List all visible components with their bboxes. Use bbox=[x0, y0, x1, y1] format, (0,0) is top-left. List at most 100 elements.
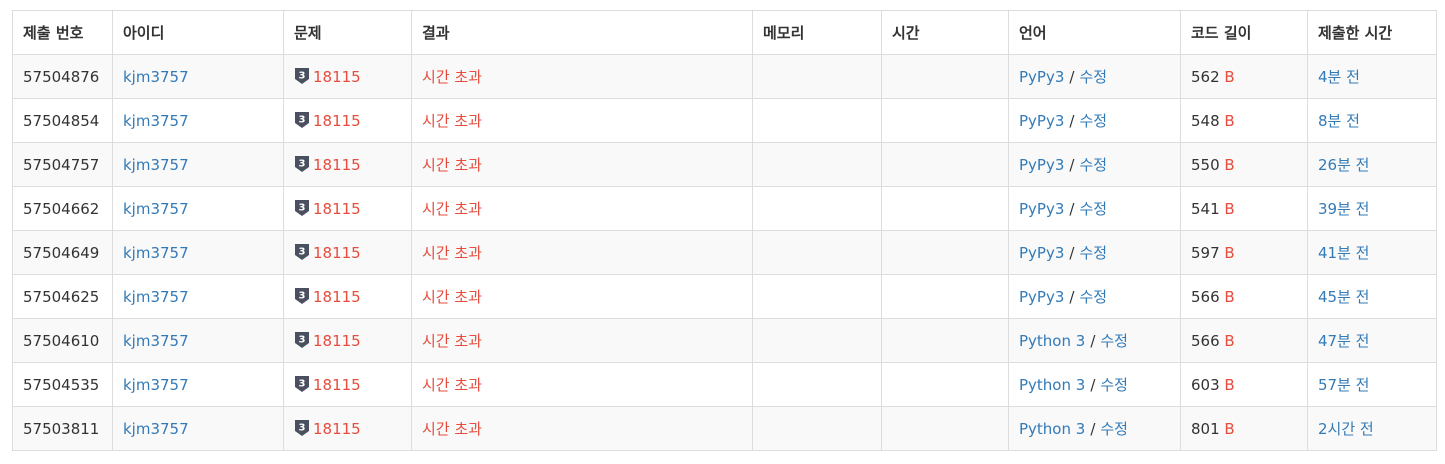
problem-link[interactable]: 18115 bbox=[313, 112, 361, 130]
edit-link[interactable]: 수정 bbox=[1079, 288, 1108, 306]
submitted-time-cell: 4분 전 bbox=[1307, 54, 1437, 99]
edit-link[interactable]: 수정 bbox=[1100, 420, 1128, 438]
edit-link[interactable]: 수정 bbox=[1079, 200, 1108, 218]
result-text: 시간 초과 bbox=[422, 112, 482, 130]
result-text: 시간 초과 bbox=[422, 200, 482, 218]
tier-3-badge-icon: 3 bbox=[294, 199, 310, 217]
language-link[interactable]: PyPy3 bbox=[1019, 68, 1065, 86]
submission-id: 57504854 bbox=[23, 111, 100, 130]
submission-id-cell: 57504876 bbox=[12, 54, 113, 99]
user-link[interactable]: kjm3757 bbox=[123, 287, 189, 306]
problem-link[interactable]: 18115 bbox=[313, 332, 361, 350]
code-length-value: 548 bbox=[1191, 111, 1220, 130]
submitted-time-link[interactable]: 45분 전 bbox=[1318, 288, 1370, 306]
language-link[interactable]: Python 3 bbox=[1019, 332, 1086, 350]
submitted-time-link[interactable]: 41분 전 bbox=[1318, 244, 1370, 262]
language-link[interactable]: PyPy3 bbox=[1019, 200, 1065, 218]
table-row: 57504535 kjm3757 3 18115 시간 초과 Python 3/… bbox=[12, 362, 1437, 407]
edit-link[interactable]: 수정 bbox=[1079, 68, 1108, 86]
problem-link[interactable]: 18115 bbox=[313, 376, 361, 394]
submitted-time-cell: 8분 전 bbox=[1307, 98, 1437, 143]
user-link[interactable]: kjm3757 bbox=[123, 331, 189, 350]
language-cell: PyPy3/수정 bbox=[1008, 142, 1181, 187]
submission-id-cell: 57504662 bbox=[12, 186, 113, 231]
language-link[interactable]: PyPy3 bbox=[1019, 244, 1065, 262]
user-link[interactable]: kjm3757 bbox=[123, 155, 189, 174]
user-link[interactable]: kjm3757 bbox=[123, 199, 189, 218]
language-cell: PyPy3/수정 bbox=[1008, 98, 1181, 143]
result-cell: 시간 초과 bbox=[411, 142, 753, 187]
submitted-time-link[interactable]: 2시간 전 bbox=[1318, 420, 1374, 438]
tier-level-text: 3 bbox=[299, 247, 306, 258]
problem-cell: 3 18115 bbox=[283, 230, 412, 275]
code-length-cell: 541 B bbox=[1180, 186, 1308, 231]
edit-link[interactable]: 수정 bbox=[1079, 156, 1108, 174]
submitted-time-cell: 2시간 전 bbox=[1307, 406, 1437, 451]
user-link[interactable]: kjm3757 bbox=[123, 375, 189, 394]
user-link[interactable]: kjm3757 bbox=[123, 419, 189, 438]
result-cell: 시간 초과 bbox=[411, 230, 753, 275]
problem-link[interactable]: 18115 bbox=[313, 244, 361, 262]
submission-id: 57504757 bbox=[23, 155, 100, 174]
time-cell bbox=[881, 274, 1009, 319]
edit-link[interactable]: 수정 bbox=[1079, 244, 1108, 262]
problem-link[interactable]: 18115 bbox=[313, 200, 361, 218]
code-length-cell: 597 B bbox=[1180, 230, 1308, 275]
table-row: 57504625 kjm3757 3 18115 시간 초과 PyPy3/수정 … bbox=[12, 274, 1437, 319]
submitted-time-link[interactable]: 39분 전 bbox=[1318, 200, 1370, 218]
submission-id: 57503811 bbox=[23, 419, 100, 438]
result-cell: 시간 초과 bbox=[411, 362, 753, 407]
submitted-time-link[interactable]: 8분 전 bbox=[1318, 112, 1360, 130]
code-length-value: 550 bbox=[1191, 155, 1220, 174]
submitted-time-cell: 45분 전 bbox=[1307, 274, 1437, 319]
language-link[interactable]: PyPy3 bbox=[1019, 288, 1065, 306]
memory-cell bbox=[752, 54, 882, 99]
tier-3-badge-icon: 3 bbox=[294, 287, 310, 305]
submitted-time-link[interactable]: 57분 전 bbox=[1318, 376, 1370, 394]
submission-id: 57504662 bbox=[23, 199, 100, 218]
language-link[interactable]: Python 3 bbox=[1019, 420, 1086, 438]
header-result: 결과 bbox=[411, 10, 753, 55]
byte-unit: B bbox=[1224, 287, 1235, 306]
problem-link[interactable]: 18115 bbox=[313, 68, 361, 86]
submission-id: 57504535 bbox=[23, 375, 100, 394]
tier-3-badge-icon: 3 bbox=[294, 375, 310, 393]
submission-id: 57504625 bbox=[23, 287, 100, 306]
result-text: 시간 초과 bbox=[422, 288, 482, 306]
submitted-time-link[interactable]: 4분 전 bbox=[1318, 68, 1360, 86]
edit-link[interactable]: 수정 bbox=[1100, 376, 1128, 394]
language-separator: / bbox=[1069, 68, 1075, 86]
header-user-id: 아이디 bbox=[112, 10, 284, 55]
table-row: 57504854 kjm3757 3 18115 시간 초과 PyPy3/수정 … bbox=[12, 98, 1437, 143]
user-link[interactable]: kjm3757 bbox=[123, 111, 189, 130]
result-cell: 시간 초과 bbox=[411, 54, 753, 99]
time-cell bbox=[881, 98, 1009, 143]
tier-level-text: 3 bbox=[299, 291, 306, 302]
memory-cell bbox=[752, 318, 882, 363]
submission-id-cell: 57504610 bbox=[12, 318, 113, 363]
tier-level-text: 3 bbox=[299, 71, 306, 82]
byte-unit: B bbox=[1224, 419, 1235, 438]
submitted-time-link[interactable]: 26분 전 bbox=[1318, 156, 1370, 174]
problem-link[interactable]: 18115 bbox=[313, 288, 361, 306]
submission-id-cell: 57504625 bbox=[12, 274, 113, 319]
user-link[interactable]: kjm3757 bbox=[123, 243, 189, 262]
submitted-time-link[interactable]: 47분 전 bbox=[1318, 332, 1370, 350]
language-link[interactable]: PyPy3 bbox=[1019, 156, 1065, 174]
language-separator: / bbox=[1069, 112, 1075, 130]
byte-unit: B bbox=[1224, 243, 1235, 262]
result-text: 시간 초과 bbox=[422, 244, 482, 262]
edit-link[interactable]: 수정 bbox=[1100, 332, 1128, 350]
problem-link[interactable]: 18115 bbox=[313, 156, 361, 174]
result-text: 시간 초과 bbox=[422, 68, 482, 86]
language-link[interactable]: PyPy3 bbox=[1019, 112, 1065, 130]
memory-cell bbox=[752, 142, 882, 187]
user-link[interactable]: kjm3757 bbox=[123, 67, 189, 86]
language-link[interactable]: Python 3 bbox=[1019, 376, 1086, 394]
edit-link[interactable]: 수정 bbox=[1079, 112, 1108, 130]
tier-3-badge-icon: 3 bbox=[294, 419, 310, 437]
byte-unit: B bbox=[1224, 67, 1235, 86]
result-cell: 시간 초과 bbox=[411, 406, 753, 451]
problem-link[interactable]: 18115 bbox=[313, 420, 361, 438]
result-cell: 시간 초과 bbox=[411, 274, 753, 319]
